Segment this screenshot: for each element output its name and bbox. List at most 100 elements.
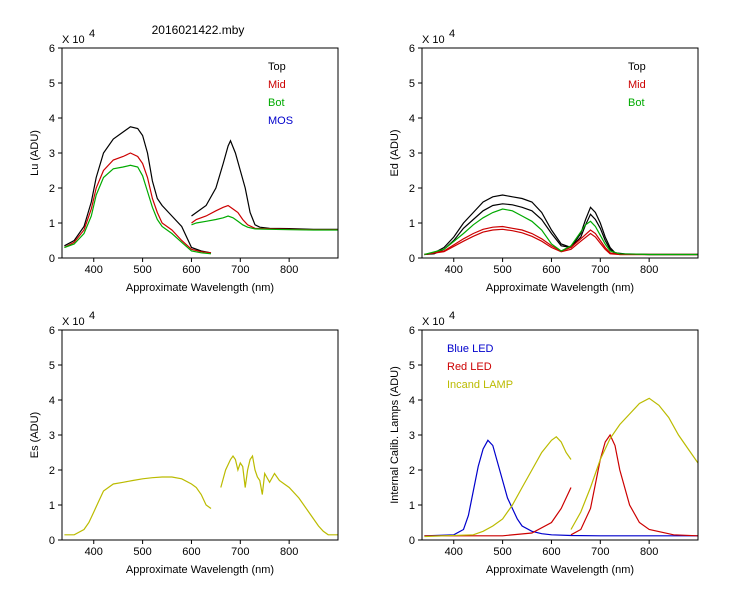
y-multiplier-exponent: 4 [89, 310, 95, 322]
y-multiplier: X 10 [62, 316, 85, 328]
y-tick-label: 2 [409, 183, 415, 195]
series-bot-line-0 [424, 208, 698, 256]
y-tick-label: 1 [49, 500, 55, 512]
y-axis-label: Lu (ADU) [29, 130, 41, 176]
series-bot-line-0 [64, 164, 212, 255]
y-tick-label: 1 [409, 500, 415, 512]
series-bot-line-1 [191, 215, 338, 231]
y-tick-label: 1 [409, 218, 415, 230]
y-tick-label: 4 [409, 113, 415, 125]
series-mid-line-0 [64, 152, 212, 254]
x-tick-label: 800 [640, 264, 658, 276]
x-tick-label: 600 [182, 264, 200, 276]
x-tick-label: 500 [493, 546, 511, 558]
x-tick-label: 500 [133, 264, 151, 276]
y-axis-label: Ed (ADU) [389, 129, 401, 176]
y-tick-label: 4 [49, 395, 55, 407]
y-tick-label: 3 [49, 430, 55, 442]
y-tick-label: 5 [409, 78, 415, 90]
y-multiplier-exponent: 4 [449, 310, 455, 322]
y-multiplier-exponent: 4 [449, 28, 455, 40]
y-tick-label: 3 [409, 430, 415, 442]
plot-frame [61, 329, 339, 541]
x-tick-label: 500 [133, 546, 151, 558]
y-tick-label: 2 [409, 465, 415, 477]
y-tick-label: 0 [409, 253, 415, 265]
y-tick-label: 1 [49, 218, 55, 230]
series-mid-line-1 [191, 204, 338, 231]
chart-panel-lu: 400 500 600 700 800 0 1 2 3 4 5 6 X 10 4 Approximate W… [29, 28, 339, 294]
x-tick-label: 500 [493, 264, 511, 276]
y-multiplier: X 10 [62, 34, 85, 46]
y-tick-label: 6 [409, 43, 415, 55]
series-es-line-1 [220, 454, 338, 536]
series-blue-led-line-0 [424, 439, 698, 537]
series-top-line-1 [191, 139, 338, 230]
x-tick-label: 400 [85, 264, 103, 276]
x-tick-label: 600 [542, 546, 560, 558]
series-mid-line-1 [424, 228, 698, 256]
y-tick-label: 0 [49, 253, 55, 265]
y-multiplier: X 10 [422, 34, 445, 46]
x-tick-label: 700 [591, 264, 609, 276]
x-tick-label: 400 [445, 264, 463, 276]
legend-red-led: Red LED [447, 361, 492, 373]
x-axis-label: Approximate Wavelength (nm) [486, 282, 634, 294]
legend-bot: Bot [268, 97, 285, 109]
y-tick-label: 0 [409, 535, 415, 547]
x-tick-label: 700 [231, 546, 249, 558]
x-tick-label: 400 [85, 546, 103, 558]
x-tick-label: 700 [231, 264, 249, 276]
series-incand-lamp-line-0 [424, 436, 572, 538]
series-top-line-1 [424, 203, 698, 256]
y-tick-label: 2 [49, 465, 55, 477]
series-top-line-0 [424, 194, 698, 256]
legend-mos: MOS [268, 115, 293, 127]
x-tick-label: 800 [640, 546, 658, 558]
x-tick-label: 600 [182, 546, 200, 558]
y-tick-label: 3 [409, 148, 415, 160]
series-red-led-line-1 [570, 433, 698, 537]
y-tick-label: 6 [409, 325, 415, 337]
y-tick-label: 4 [409, 395, 415, 407]
x-tick-label: 800 [280, 546, 298, 558]
series-top-line-0 [64, 126, 212, 254]
legend-top: Top [268, 61, 286, 73]
figure-title: 2016021422.mby [152, 23, 245, 37]
x-axis-label: Approximate Wavelength (nm) [126, 564, 274, 576]
y-axis-label: Es (ADU) [29, 412, 41, 458]
y-tick-label: 5 [49, 78, 55, 90]
series-mid-line-0 [424, 225, 698, 256]
chart-panel-es: 400 500 600 700 800 0 1 2 3 4 5 6 X 10 4 Approximate W… [29, 310, 339, 576]
y-tick-label: 3 [49, 148, 55, 160]
chart-panel-cal: 400 500 600 700 800 0 1 2 3 4 5 6 X 10 4 Approximate W… [389, 310, 699, 576]
series-red-led-line-0 [424, 487, 572, 537]
chart-panel-ed: 400 500 600 700 800 0 1 2 3 4 5 6 X 10 4 Approximate W… [389, 28, 699, 294]
y-tick-label: 2 [49, 183, 55, 195]
x-axis-label: Approximate Wavelength (nm) [126, 282, 274, 294]
y-tick-label: 0 [49, 535, 55, 547]
y-tick-label: 6 [49, 325, 55, 337]
x-tick-label: 800 [280, 264, 298, 276]
y-tick-label: 5 [49, 360, 55, 372]
y-tick-label: 5 [409, 360, 415, 372]
series-es-line-0 [64, 476, 212, 536]
x-tick-label: 700 [591, 546, 609, 558]
x-tick-label: 400 [445, 546, 463, 558]
x-axis-label: Approximate Wavelength (nm) [486, 564, 634, 576]
legend-bot: Bot [628, 97, 645, 109]
plot-frame [421, 47, 699, 259]
y-multiplier: X 10 [422, 316, 445, 328]
y-multiplier-exponent: 4 [89, 28, 95, 40]
legend-top: Top [628, 61, 646, 73]
series-incand-lamp-line-1 [570, 397, 698, 530]
legend-incand-lamp: Incand LAMP [447, 379, 513, 391]
x-tick-label: 600 [542, 264, 560, 276]
legend-mid: Mid [268, 79, 286, 91]
legend-blue-led: Blue LED [447, 343, 494, 355]
y-tick-label: 6 [49, 43, 55, 55]
legend-mid: Mid [628, 79, 646, 91]
y-tick-label: 4 [49, 113, 55, 125]
y-axis-label: Internal Calib. Lamps (ADU) [389, 366, 401, 504]
